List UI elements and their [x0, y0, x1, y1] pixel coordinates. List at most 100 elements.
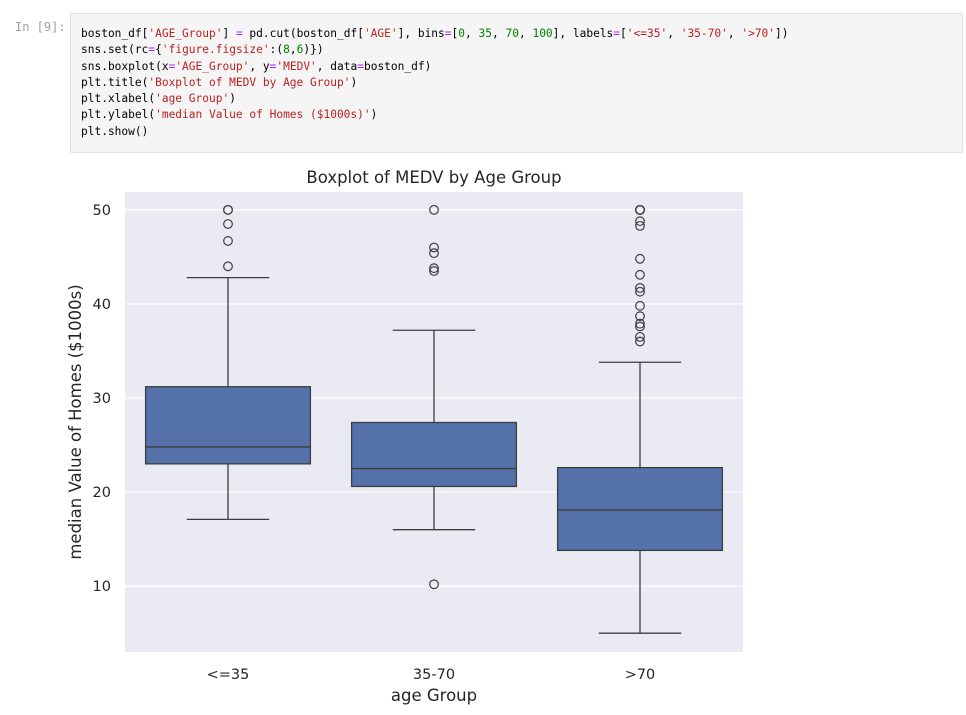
outlier-point [635, 318, 645, 329]
tick-labels: 10 20 30 40 50 <=35 35-70 >70 [93, 203, 656, 683]
code-token: 'age Group' [155, 92, 230, 106]
code-line: plt.title('Boxplot of MEDV by Age Group'… [81, 75, 952, 91]
y-tick-label: 10 [93, 579, 111, 595]
outlier-point [635, 283, 645, 293]
code-token: = [613, 27, 621, 40]
code-token: 'AGE_Group' [175, 59, 250, 73]
box-layer [144, 204, 724, 634]
code-token: 'MEDV' [276, 59, 317, 73]
code-line: plt.xlabel('age Group') [81, 91, 952, 107]
y-tick-label: 50 [93, 203, 111, 219]
outlier-point [635, 220, 645, 231]
outlier-point [635, 269, 645, 280]
code-token: , [727, 27, 742, 40]
outlier-point [635, 336, 645, 347]
outlier-point [635, 311, 645, 322]
x-tick-label: <=35 [207, 667, 250, 683]
code-token: = [168, 59, 176, 73]
code-token: = [269, 59, 277, 73]
code-token: , [492, 27, 506, 40]
outlier-point [635, 286, 645, 297]
code-token: 0 [458, 27, 466, 40]
y-axis-label: median Value of Homes ($1000s) [66, 284, 85, 559]
x-tick-label: 35-70 [413, 667, 455, 683]
code-line: sns.set(rc={'figure.figsize':(8,6)}) [81, 42, 952, 58]
cell-output: 10 20 30 40 50 <=35 35-70 >70 Boxplot of MEDV b… [60, 160, 760, 711]
code-token: ) [370, 108, 378, 122]
code-token: , [465, 27, 479, 40]
box-iqr [556, 466, 724, 552]
code-token: 'AGE' [363, 27, 398, 40]
code-token: [ [451, 27, 459, 40]
code-token: pd.cut(boston_df[ [242, 27, 364, 40]
code-token: plt.show() [81, 124, 149, 138]
outlier-point [429, 263, 439, 274]
code-token: , [518, 27, 533, 40]
outlier-point [223, 261, 233, 272]
code-token: = [357, 59, 364, 73]
code-token: 6 [296, 43, 304, 57]
outlier-point [635, 300, 645, 311]
outlier-point [635, 253, 645, 264]
box-group [556, 204, 724, 634]
code-token: 'Boxplot of MEDV by Age Group' [148, 75, 351, 89]
outlier-point [635, 216, 645, 227]
code-token: , y [249, 59, 270, 73]
code-line: boston_df['AGE_Group'] = pd.cut(boston_d… [81, 26, 952, 42]
outlier-point [223, 219, 233, 229]
code-token: 'median Value of Homes ($1000s)' [155, 108, 371, 122]
box-group [144, 204, 312, 521]
chart-title: Boxplot of MEDV by Age Group [306, 168, 561, 187]
outlier-point [429, 242, 439, 253]
code-token: 70 [505, 27, 519, 40]
outlier-point [429, 204, 439, 215]
outlier-point [429, 579, 439, 590]
boxplot-chart: 10 20 30 40 50 <=35 35-70 >70 Boxplot of MEDV b… [66, 168, 743, 705]
code-token: ], labels [552, 27, 614, 40]
code-token: ]) [775, 27, 789, 40]
code-line: sns.boxplot(x='AGE_Group', y='MEDV', dat… [81, 59, 952, 75]
code-token: ) [350, 75, 358, 89]
code-token: , [289, 43, 297, 57]
outlier-point [635, 204, 645, 215]
x-axis-label: age Group [391, 686, 477, 705]
code-token: 'AGE_Group' [148, 27, 223, 40]
cell-prompt: In [9]: [15, 20, 66, 34]
code-token: :( [269, 43, 284, 57]
code-cell-input[interactable]: boston_df['AGE_Group'] = pd.cut(boston_d… [70, 13, 963, 153]
code-token: '>70' [741, 27, 776, 40]
code-token: sns.boxplot(x [81, 59, 169, 73]
code-token: '<=35' [626, 27, 668, 40]
y-tick-label: 30 [93, 391, 111, 407]
code-line: plt.ylabel('median Value of Homes ($1000… [81, 107, 952, 123]
code-token: = [444, 27, 452, 40]
outlier-point [635, 321, 645, 332]
code-token: plt.xlabel( [81, 92, 156, 106]
code-token: = [235, 27, 243, 40]
y-tick-label: 20 [93, 485, 111, 501]
code-token: = [148, 43, 156, 57]
box-group [350, 204, 518, 590]
box-iqr [144, 386, 312, 465]
outlier-point [429, 266, 439, 276]
outlier-point [635, 331, 645, 342]
outlier-point [223, 236, 233, 246]
code-token: ], bins [397, 27, 445, 40]
code-token: sns.set(rc [81, 43, 149, 57]
outlier-point [429, 248, 439, 259]
code-token: , [667, 27, 681, 40]
code-token: '35-70' [680, 27, 728, 40]
code-token: [ [620, 27, 627, 40]
x-tick-label: >70 [625, 667, 656, 683]
y-tick-label: 40 [93, 297, 111, 313]
code-token: boston_df[ [81, 27, 149, 40]
code-token: boston_df) [363, 59, 432, 73]
code-token: { [155, 43, 162, 57]
code-token: 'figure.figsize' [161, 43, 270, 57]
outlier-point [223, 204, 233, 215]
code-token: )}) [303, 43, 324, 57]
code-line: plt.show() [81, 124, 952, 140]
code-token: plt.ylabel( [81, 108, 156, 122]
box-iqr [350, 421, 518, 488]
code-token: plt.title( [81, 75, 149, 89]
